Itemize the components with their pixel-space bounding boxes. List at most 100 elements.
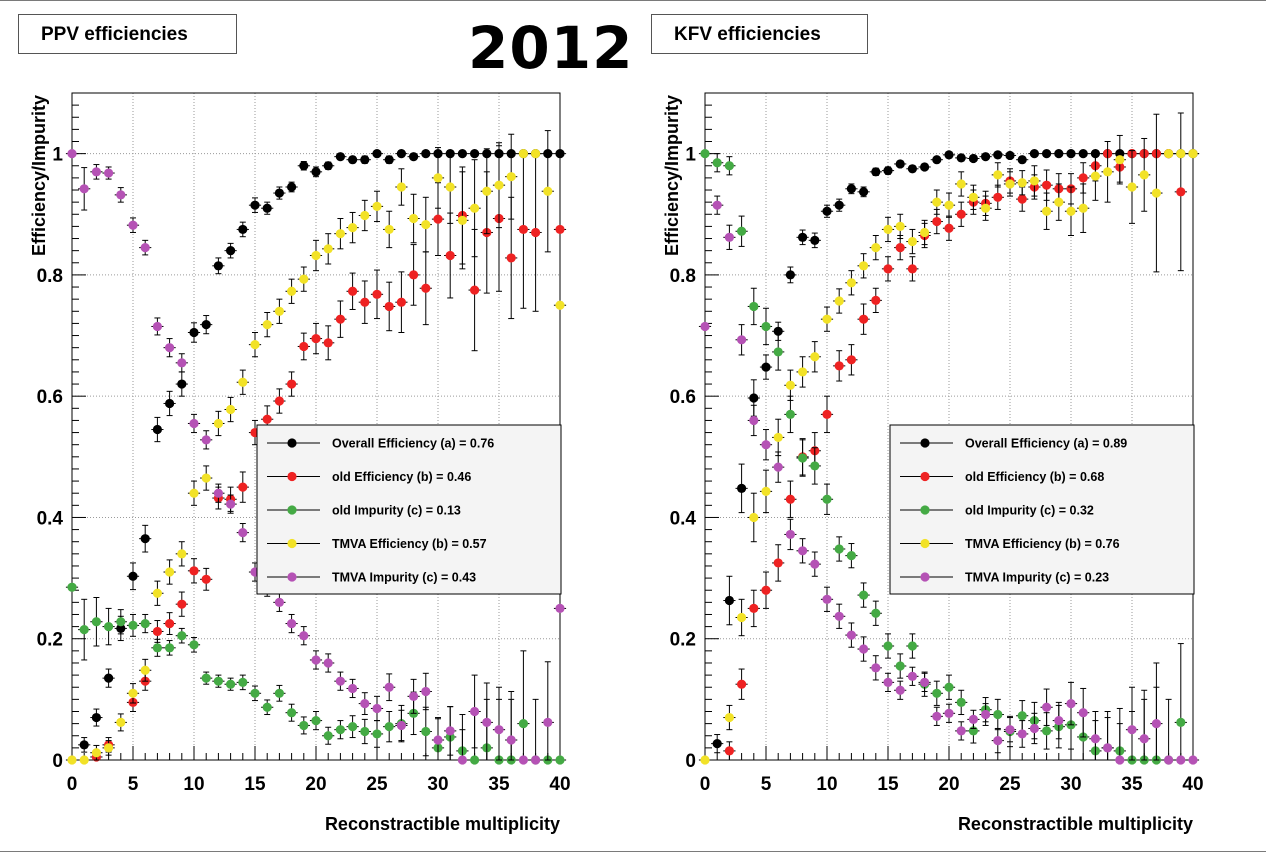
marker — [299, 161, 309, 171]
y-tick-label: 0.6 — [37, 387, 63, 408]
data-point — [346, 678, 359, 699]
marker — [506, 253, 516, 263]
data-point — [200, 567, 213, 591]
data-point — [139, 524, 152, 553]
data-point — [869, 234, 882, 261]
marker — [348, 683, 358, 694]
data-point — [845, 622, 858, 648]
data-point — [444, 706, 457, 756]
marker — [67, 755, 77, 765]
marker — [907, 236, 917, 247]
data-point — [1138, 689, 1151, 761]
marker — [262, 702, 272, 712]
marker — [531, 149, 541, 159]
data-point — [187, 480, 201, 506]
marker — [104, 168, 114, 178]
marker — [128, 620, 138, 630]
data-point — [102, 740, 115, 756]
legend-item: Overall Efficiency (a) = 0.76 — [267, 437, 494, 451]
data-point — [735, 324, 748, 356]
data-point — [1174, 643, 1187, 761]
marker — [348, 155, 358, 165]
marker — [299, 631, 309, 641]
marker — [238, 377, 248, 387]
data-point — [297, 332, 310, 361]
kfv-title-box: KFV efficiencies — [651, 14, 868, 54]
marker — [712, 739, 722, 749]
data-point — [772, 451, 785, 483]
data-point — [236, 523, 249, 543]
y-tick-label: 0 — [685, 751, 696, 772]
marker — [372, 149, 382, 159]
data-point — [808, 341, 821, 373]
marker — [384, 155, 394, 165]
legend: Overall Efficiency (a) = 0.89 old Efficie… — [889, 424, 1195, 595]
marker — [761, 321, 771, 332]
marker — [409, 213, 419, 224]
legend-item: TMVA Impurity (c) = 0.43 — [267, 571, 476, 585]
marker — [470, 149, 480, 159]
marker — [470, 203, 480, 213]
marker — [907, 264, 917, 274]
marker — [543, 186, 553, 196]
x-tick-label: 25 — [366, 774, 388, 795]
marker — [785, 494, 795, 504]
data-point — [1150, 113, 1163, 273]
data-point — [200, 671, 213, 685]
data-point — [273, 298, 286, 324]
marker — [116, 190, 126, 200]
marker — [421, 149, 431, 159]
marker — [360, 726, 370, 737]
data-point — [151, 416, 164, 443]
data-point — [723, 704, 736, 731]
marker — [323, 338, 333, 348]
data-point — [881, 633, 895, 659]
marker — [1029, 176, 1039, 186]
data-point — [151, 620, 164, 643]
marker — [737, 483, 747, 493]
marker — [457, 149, 467, 159]
data-point — [1016, 720, 1029, 748]
data-point — [747, 589, 760, 628]
marker — [384, 224, 394, 235]
marker — [274, 188, 284, 198]
data-point — [979, 703, 992, 726]
data-point — [492, 142, 506, 229]
data-point — [444, 150, 457, 224]
data-point — [212, 257, 225, 275]
data-point — [1089, 710, 1102, 761]
marker — [1090, 171, 1100, 181]
x-tick-label: 30 — [427, 774, 448, 795]
marker — [201, 673, 211, 683]
marker — [348, 286, 358, 296]
data-point — [517, 149, 530, 159]
data-point — [163, 338, 176, 358]
marker — [1054, 197, 1064, 207]
data-point — [529, 755, 542, 765]
marker — [177, 549, 187, 559]
marker — [189, 640, 199, 650]
data-point — [894, 680, 907, 700]
data-point — [114, 713, 127, 732]
marker — [1103, 167, 1113, 177]
data-point — [200, 315, 213, 335]
data-point — [273, 186, 286, 200]
marker — [274, 306, 284, 316]
marker — [189, 327, 199, 338]
data-point — [820, 586, 834, 612]
marker — [128, 688, 138, 698]
marker — [724, 161, 734, 171]
series-0 — [78, 149, 567, 753]
marker — [1066, 149, 1076, 159]
marker — [1017, 178, 1027, 188]
data-point — [857, 636, 870, 662]
data-point — [102, 607, 115, 646]
marker — [555, 224, 565, 235]
data-point — [1077, 183, 1090, 233]
data-point — [955, 689, 968, 716]
data-point — [723, 575, 736, 626]
marker — [360, 297, 370, 307]
data-point — [224, 494, 237, 514]
data-point — [431, 147, 445, 209]
data-point — [297, 161, 310, 171]
